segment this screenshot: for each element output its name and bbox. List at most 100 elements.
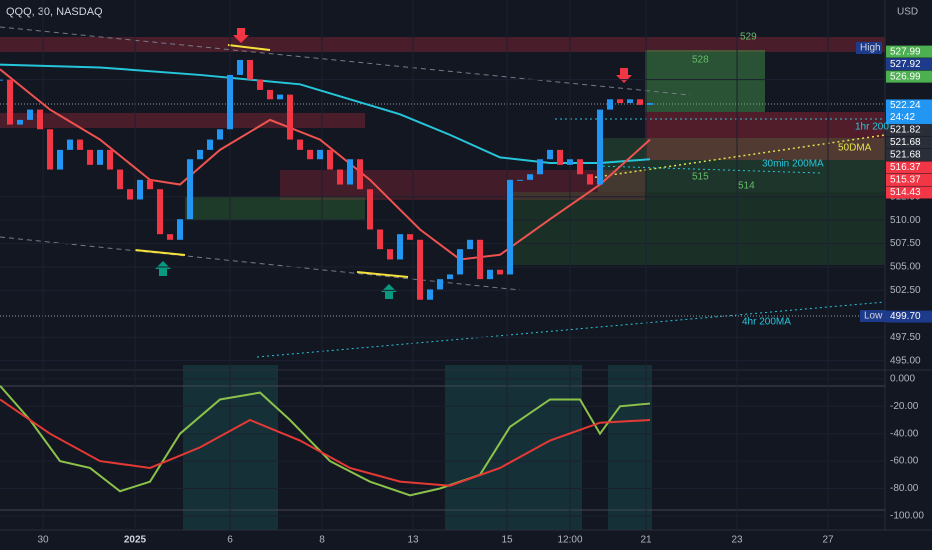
y-tick-label: 502.50 — [890, 285, 921, 296]
candle — [507, 179, 513, 275]
candle — [477, 239, 483, 280]
candle — [217, 129, 223, 140]
arrow-down — [616, 68, 632, 83]
candle — [327, 149, 333, 170]
arrow-up — [155, 261, 171, 276]
candle — [547, 149, 553, 160]
annotation: 4hr 200MA — [742, 317, 791, 328]
y-tick-label: -100.00 — [890, 511, 924, 522]
trend-line — [0, 26, 691, 96]
price-tag-label: 521.68 — [890, 137, 921, 148]
price-tag-label: 527.99 — [890, 46, 921, 57]
annotation: 514 — [738, 181, 755, 192]
candle — [187, 159, 193, 220]
candle — [247, 59, 253, 80]
y-tick-label: -60.00 — [890, 456, 919, 467]
candle — [287, 94, 293, 140]
candle — [147, 179, 153, 190]
candle — [447, 274, 453, 280]
candle — [47, 129, 53, 170]
pivot — [356, 271, 409, 278]
candle — [67, 139, 73, 150]
line — [0, 63, 651, 164]
price-tag-label: 522.24 — [890, 100, 921, 111]
candle — [357, 159, 363, 190]
candle — [487, 269, 493, 280]
candle — [467, 239, 473, 250]
y-tick-label: 495.00 — [890, 355, 921, 366]
price-tag-label: 516.37 — [890, 162, 921, 173]
price-tag — [886, 136, 932, 149]
candle — [7, 79, 13, 125]
candle — [267, 89, 273, 100]
candle — [117, 169, 123, 190]
candle — [237, 59, 243, 75]
candle — [37, 109, 43, 130]
zone — [0, 113, 365, 128]
x-tick-label: 23 — [731, 535, 743, 546]
candle — [317, 149, 323, 160]
candle — [607, 99, 613, 110]
candle — [77, 139, 83, 150]
symbol: QQQ, 30, NASDAQ — [6, 6, 103, 18]
candle — [137, 179, 143, 200]
y-tick-label: 505.00 — [890, 262, 921, 273]
price-tag — [886, 123, 932, 136]
pivot — [227, 44, 271, 51]
x-tick-label: 6 — [227, 535, 233, 546]
candle — [0, 79, 3, 81]
price-tag — [886, 173, 932, 186]
countdown: 24:42 — [890, 112, 915, 123]
price-tag-label: 521.82 — [890, 125, 921, 136]
price-tag — [886, 58, 932, 71]
annotation: 50DMA — [838, 143, 872, 154]
zone — [608, 365, 652, 530]
candle — [277, 94, 283, 100]
price-tag — [886, 45, 932, 58]
line — [0, 398, 651, 487]
candle — [197, 149, 203, 160]
candle — [167, 234, 173, 240]
candle — [107, 149, 113, 170]
zone — [445, 365, 582, 530]
candle — [297, 139, 303, 150]
candle — [347, 159, 353, 185]
candle — [427, 289, 433, 300]
x-tick-label: 30 — [37, 535, 49, 546]
candle — [397, 234, 403, 260]
candle — [127, 189, 133, 200]
annotation: 529 — [740, 32, 757, 43]
candle — [177, 219, 183, 240]
candle — [17, 119, 23, 125]
currency: USD — [897, 7, 918, 18]
candle — [437, 279, 443, 290]
candle — [557, 149, 563, 165]
annotation: 1hr 200 — [855, 122, 889, 133]
pivot — [134, 249, 186, 256]
price-tag — [886, 99, 932, 125]
y-tick-label: -20.00 — [890, 401, 919, 412]
candle — [257, 79, 263, 90]
candle — [637, 99, 643, 105]
annotation: 528 — [692, 55, 709, 66]
candle — [407, 234, 413, 240]
tag-box — [860, 310, 886, 322]
annotation: Low — [864, 311, 883, 322]
annotation: 515 — [692, 172, 709, 183]
candle — [457, 249, 463, 275]
candle — [597, 109, 603, 185]
arrows — [155, 28, 632, 299]
price-tag — [886, 148, 932, 161]
x-tick-label: 21 — [640, 535, 652, 546]
candle — [367, 189, 373, 230]
candle — [337, 169, 343, 185]
candle — [97, 149, 103, 165]
x-tick-label: 8 — [319, 535, 325, 546]
candle — [567, 159, 573, 165]
candle — [577, 159, 583, 175]
x-tick-label: 2025 — [124, 535, 147, 546]
candle — [517, 179, 523, 181]
candle — [497, 269, 503, 275]
